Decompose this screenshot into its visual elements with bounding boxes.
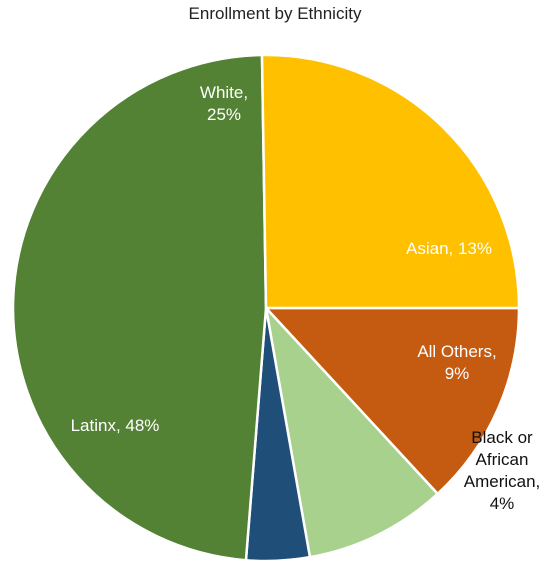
slice-label-line: African xyxy=(476,450,529,469)
slice-label-line: 25% xyxy=(207,105,241,124)
slice-label-line: American, xyxy=(464,472,541,491)
slice-label-2: Black or African American, 4% xyxy=(464,428,541,513)
pie-slice-0 xyxy=(263,306,521,496)
pie-slices xyxy=(11,53,521,562)
slice-label-line: 9% xyxy=(445,364,470,383)
slice-label-line: All Others, xyxy=(417,342,496,361)
chart-title: Enrollment by Ethnicity xyxy=(188,4,362,23)
slice-label-line: Asian, 13% xyxy=(406,239,492,258)
slice-label-3: Latinx, 48% xyxy=(71,416,160,435)
slice-label-1: All Others, 9% xyxy=(417,342,496,383)
slice-label-line: 4% xyxy=(490,494,515,513)
pie-labels: Asian, 13% All Others, 9% Black or African Am… xyxy=(71,83,541,513)
slice-label-line: Black or xyxy=(471,428,533,447)
slice-label-line: White, xyxy=(200,83,248,102)
slice-label-4: White, 25% xyxy=(200,83,248,124)
pie-slice-3 xyxy=(11,53,268,562)
pie-slice-4 xyxy=(260,53,521,310)
slice-label-0: Asian, 13% xyxy=(406,239,492,258)
slice-label-line: Latinx, 48% xyxy=(71,416,160,435)
pie-slice-1 xyxy=(264,304,440,559)
